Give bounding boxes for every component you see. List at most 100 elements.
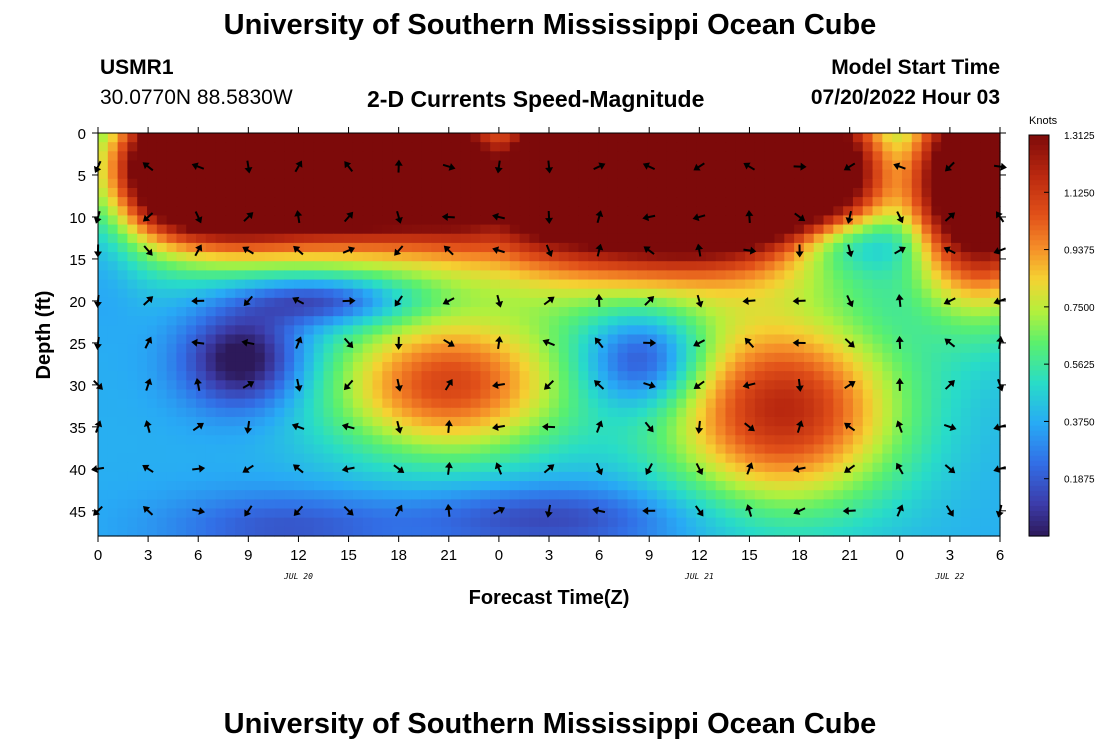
heatmap-cell: [578, 407, 589, 418]
heatmap-cell: [617, 270, 629, 281]
heatmap-cell: [696, 499, 707, 510]
heatmap-cell: [823, 526, 834, 537]
heatmap-cell: [686, 389, 697, 400]
heatmap-cell: [960, 517, 972, 528]
heatmap-cell: [754, 407, 766, 418]
heatmap-cell: [872, 206, 883, 217]
heatmap-cell: [441, 178, 452, 189]
heatmap-cell: [862, 160, 874, 171]
heatmap-cell: [950, 279, 962, 290]
heatmap-cell: [156, 160, 168, 171]
heatmap-cell: [323, 526, 334, 537]
heatmap-cell: [647, 206, 658, 217]
heatmap-cell: [303, 380, 315, 391]
heatmap-cell: [941, 252, 952, 262]
heatmap-cell: [617, 462, 629, 473]
heatmap-cell: [627, 481, 638, 491]
heatmap-cell: [264, 133, 276, 143]
heatmap-cell: [647, 215, 658, 226]
heatmap-cell: [499, 297, 511, 308]
heatmap-cell: [352, 490, 364, 500]
heatmap-cell: [323, 151, 334, 162]
heatmap-cell: [666, 490, 678, 500]
heatmap-cell: [509, 297, 521, 308]
heatmap-cell: [627, 325, 638, 336]
heatmap-cell: [166, 435, 178, 446]
heatmap-cell: [303, 270, 315, 281]
heatmap-cell: [362, 334, 374, 345]
heatmap-cell: [98, 499, 109, 510]
heatmap-cell: [107, 517, 119, 528]
heatmap-cell: [745, 178, 756, 189]
heatmap-cell: [715, 307, 727, 317]
heatmap-cell: [392, 270, 403, 281]
heatmap-cell: [352, 224, 364, 235]
heatmap-cell: [970, 481, 981, 491]
heatmap-cell: [352, 517, 364, 528]
heatmap-cell: [637, 151, 648, 162]
heatmap-cell: [705, 151, 717, 162]
heatmap-cell: [990, 288, 1001, 299]
heatmap-cell: [225, 261, 236, 271]
heatmap-cell: [98, 224, 109, 235]
heatmap-cell: [98, 526, 109, 537]
heatmap-cell: [352, 371, 364, 381]
heatmap-cell: [872, 407, 883, 418]
heatmap-cell: [725, 187, 736, 198]
heatmap-cell: [245, 325, 256, 336]
heatmap-cell: [676, 151, 687, 162]
heatmap-cell: [774, 526, 785, 537]
heatmap-cell: [852, 178, 864, 189]
heatmap-cell: [490, 371, 501, 381]
y-tick-label: 15: [69, 252, 86, 269]
heatmap-cell: [617, 288, 629, 299]
heatmap-cell: [813, 206, 825, 217]
heatmap-cell: [735, 224, 746, 235]
heatmap-cell: [970, 471, 981, 482]
heatmap-cell: [186, 462, 197, 473]
heatmap-cell: [107, 380, 119, 391]
heatmap-cell: [205, 197, 217, 207]
current-arrow: [294, 160, 303, 173]
heatmap-cell: [970, 142, 981, 152]
heatmap-cell: [637, 444, 648, 455]
heatmap-cell: [509, 481, 521, 491]
current-arrow: [944, 212, 956, 222]
heatmap-cell: [843, 279, 854, 290]
heatmap-cell: [215, 371, 227, 381]
heatmap-cell: [598, 380, 609, 391]
heatmap-cell: [117, 279, 129, 290]
heatmap-cell: [401, 435, 413, 446]
heatmap-cell: [990, 215, 1001, 226]
heatmap-cell: [568, 187, 580, 198]
heatmap-cell: [401, 343, 413, 354]
heatmap-cell: [147, 471, 158, 482]
heatmap-cell: [686, 325, 697, 336]
heatmap-cell: [852, 307, 864, 317]
heatmap-cell: [382, 187, 393, 198]
heatmap-cell: [745, 499, 756, 510]
heatmap-cell: [529, 279, 540, 290]
x-tick-label: 18: [390, 547, 407, 564]
colorbar-segment: [1029, 465, 1049, 472]
heatmap-cell: [803, 297, 815, 308]
heatmap-cell: [901, 371, 913, 381]
heatmap-cell: [950, 343, 962, 354]
heatmap-cell: [421, 261, 432, 271]
heatmap-cell: [392, 178, 403, 189]
heatmap-cell: [205, 307, 217, 317]
heatmap-cell: [598, 206, 609, 217]
current-arrow: [243, 295, 253, 307]
heatmap-cell: [598, 371, 609, 381]
heatmap-cell: [823, 325, 834, 336]
heatmap-cell: [303, 426, 315, 436]
current-arrow: [142, 212, 154, 222]
current-arrow: [542, 422, 556, 431]
colorbar-segment: [1029, 295, 1049, 302]
heatmap-cell: [98, 517, 109, 528]
heatmap-cell: [156, 352, 168, 363]
heatmap-cell: [372, 187, 383, 198]
heatmap-cell: [352, 462, 364, 473]
heatmap-cell: [254, 224, 266, 235]
heatmap-cell: [137, 343, 148, 354]
